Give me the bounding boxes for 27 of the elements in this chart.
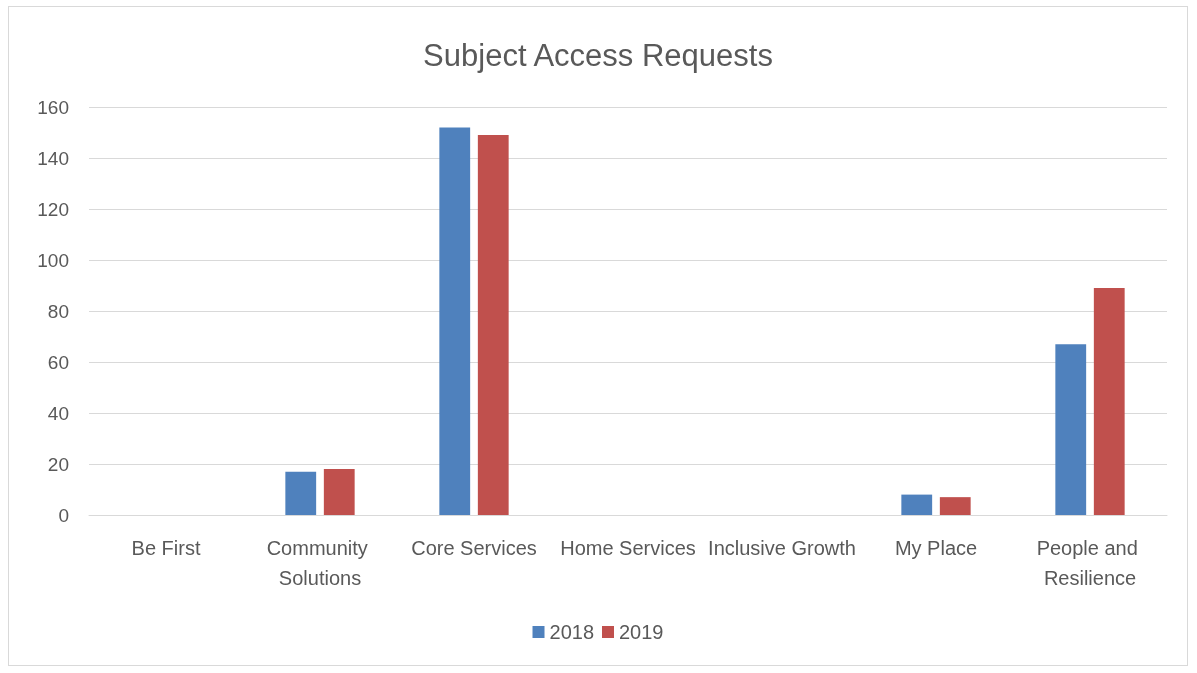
x-tick-label: Inclusive Growth (708, 537, 856, 559)
bar (285, 471, 317, 515)
bar (439, 127, 471, 515)
x-tick-label: Core Services (411, 537, 537, 559)
x-tick-label: Home Services (560, 537, 696, 559)
y-tick-label: 140 (37, 147, 69, 169)
bar (477, 135, 509, 515)
bar (901, 494, 933, 515)
y-tick-label: 100 (37, 249, 69, 271)
chart-title: Subject Access Requests (423, 38, 773, 73)
x-tick-label: People and Resilience (1036, 537, 1144, 589)
y-tick-label: 60 (47, 351, 69, 373)
y-tick-label: 80 (47, 300, 69, 322)
x-tick-label: My Place (894, 537, 978, 559)
y-tick-label: 40 (47, 402, 69, 424)
y-tick-label: 20 (47, 453, 69, 475)
x-tick-label: Community Solutions (266, 537, 374, 589)
bar (323, 469, 355, 515)
y-tick-label: 120 (37, 198, 69, 220)
y-tick-label: 0 (58, 504, 69, 526)
bar (939, 497, 971, 515)
y-tick-label: 160 (37, 96, 69, 118)
bar (1055, 344, 1087, 515)
legend-label: 2019 (619, 621, 664, 643)
x-tick-label: Be First (131, 537, 201, 559)
bar (1093, 288, 1125, 515)
legend-label: 2018 (549, 621, 595, 643)
